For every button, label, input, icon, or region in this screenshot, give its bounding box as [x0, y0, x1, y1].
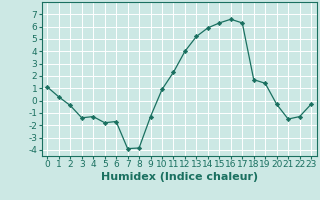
X-axis label: Humidex (Indice chaleur): Humidex (Indice chaleur): [100, 172, 258, 182]
